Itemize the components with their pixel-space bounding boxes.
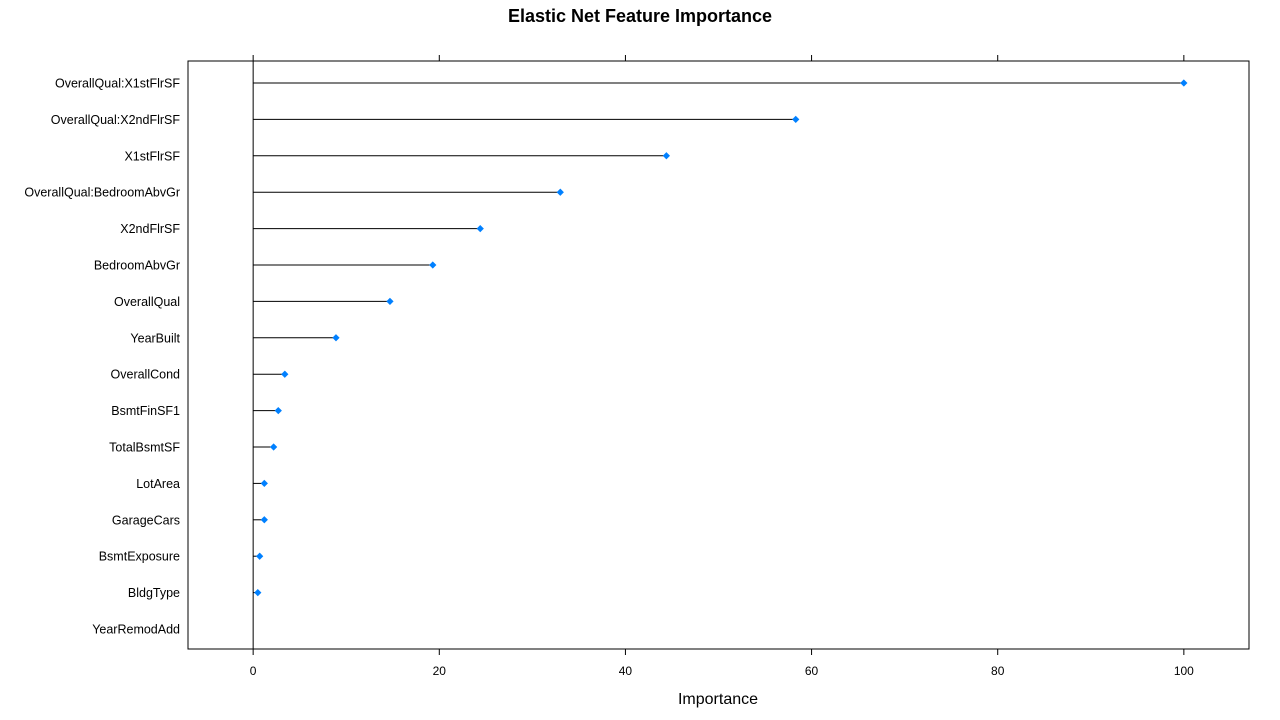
category-label-9: BsmtFinSF1 — [111, 404, 180, 418]
x-tick-label-2: 40 — [619, 664, 633, 678]
category-label-15: YearRemodAdd — [92, 623, 180, 637]
category-label-0: OverallQual:X1stFlrSF — [55, 77, 180, 91]
category-label-8: OverallCond — [111, 368, 181, 382]
category-labels: OverallQual:X1stFlrSF OverallQual:X2ndFlr… — [24, 77, 180, 637]
x-tick-label-1: 20 — [433, 664, 447, 678]
category-label-11: LotArea — [136, 477, 180, 491]
category-label-3: OverallQual:BedroomAbvGr — [24, 186, 180, 200]
point-4 — [476, 224, 484, 233]
point-7 — [332, 334, 340, 342]
point-12 — [260, 516, 268, 524]
chart-title: Elastic Net Feature Importance — [508, 6, 772, 26]
category-label-7: YearBuilt — [130, 331, 180, 345]
x-tick-label-4: 80 — [991, 664, 1005, 678]
point-5 — [429, 261, 437, 269]
point-11 — [260, 479, 268, 488]
point-1 — [792, 115, 800, 124]
category-label-10: TotalBsmtSF — [109, 441, 180, 455]
category-label-1: OverallQual:X2ndFlrSF — [51, 113, 181, 127]
point-13 — [256, 552, 264, 560]
point-0 — [1180, 79, 1188, 87]
x-axis-ticks: 0 20 40 60 80 100 — [250, 55, 1194, 678]
point-6 — [386, 297, 394, 306]
point-3 — [556, 188, 564, 196]
category-label-6: OverallQual — [114, 295, 180, 309]
x-tick-label-3: 60 — [805, 664, 819, 678]
x-axis-label: Importance — [678, 691, 758, 708]
category-label-14: BldgType — [128, 586, 180, 600]
points — [254, 79, 1188, 597]
category-label-2: X1stFlrSF — [124, 149, 180, 163]
category-label-13: BsmtExposure — [99, 550, 180, 564]
point-10 — [270, 443, 278, 451]
point-2 — [662, 152, 671, 160]
stems — [253, 82, 1184, 594]
category-label-5: BedroomAbvGr — [94, 259, 180, 273]
point-9 — [274, 406, 282, 415]
category-label-4: X2ndFlrSF — [120, 222, 180, 236]
plot-frame — [187, 60, 1250, 650]
point-8 — [281, 370, 289, 378]
x-tick-label-5: 100 — [1174, 664, 1194, 678]
x-tick-label-0: 0 — [250, 664, 257, 678]
point-14 — [254, 588, 262, 597]
category-label-12: GarageCars — [112, 513, 180, 527]
